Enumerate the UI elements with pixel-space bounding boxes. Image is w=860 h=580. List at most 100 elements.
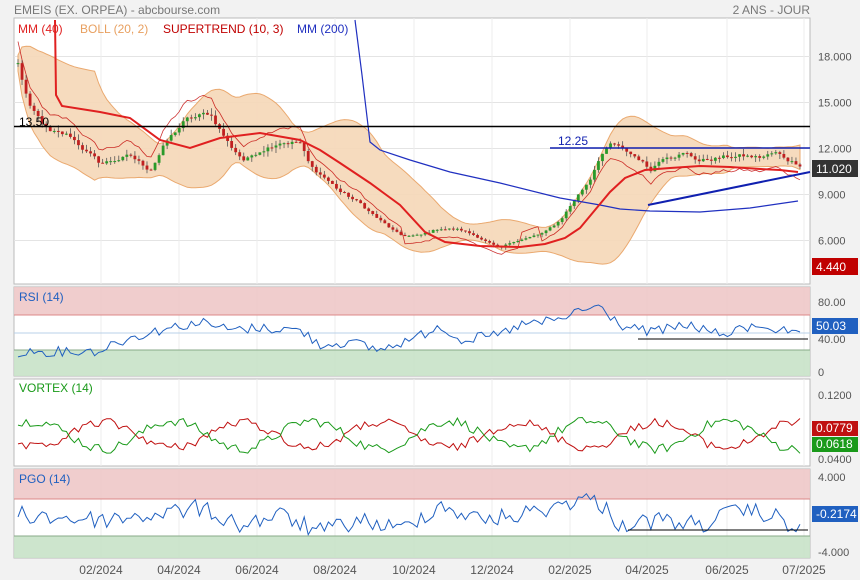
candle-body: [673, 157, 677, 159]
candle-body: [250, 155, 254, 158]
candle-body: [302, 142, 306, 152]
candle-body: [580, 189, 584, 195]
rsi-last-value: 50.03: [816, 319, 846, 333]
pgo-line: [17, 492, 801, 537]
candle-body: [222, 128, 225, 136]
candle-body: [125, 154, 129, 157]
candle-body: [359, 200, 363, 204]
main-y-tick-label: 12.000: [818, 143, 852, 155]
candle-body: [758, 156, 762, 158]
candle-body: [343, 192, 346, 194]
candle-body: [464, 230, 467, 232]
candle-body: [488, 241, 492, 243]
candle-body: [16, 63, 20, 65]
candle-body: [185, 117, 189, 122]
candle-body: [601, 153, 604, 162]
candle-body: [552, 225, 556, 228]
candle-body: [798, 164, 802, 167]
pgo-y-tick-label: 4.000: [818, 472, 846, 484]
candle-body: [85, 149, 88, 152]
candle-body: [89, 151, 92, 154]
ma40-line: [54, 19, 799, 249]
candle-body: [476, 234, 479, 238]
candle-body: [536, 234, 540, 236]
candle-body: [278, 143, 282, 146]
candle-body: [681, 152, 685, 155]
candle-body: [141, 160, 145, 166]
candle-body: [617, 144, 621, 146]
last-price-value: 11.020: [816, 162, 852, 176]
x-axis-label: 06/2025: [705, 563, 749, 577]
candle-body: [214, 115, 217, 125]
candle-body: [326, 177, 330, 181]
candle-body: [472, 233, 475, 235]
low-price-value: 4.440: [816, 260, 846, 274]
pgo-upper-zone: [14, 469, 810, 499]
candle-body: [689, 153, 693, 157]
candle-body: [665, 157, 669, 160]
candle-body: [762, 156, 766, 158]
candle-body: [742, 154, 745, 157]
pgo-last-value: -0.2174: [816, 507, 857, 521]
candle-body: [439, 229, 443, 231]
candle-body: [379, 217, 383, 221]
candle-body: [355, 199, 358, 201]
candle-body: [52, 130, 56, 132]
candle-body: [266, 147, 270, 152]
candle-body: [206, 112, 209, 115]
candle-body: [786, 157, 790, 162]
candle-body: [173, 132, 177, 136]
x-axis-label: 12/2024: [470, 563, 514, 577]
candle-body: [423, 232, 427, 235]
candle-body: [32, 105, 36, 111]
rsi-oversold-zone: [14, 350, 810, 376]
candle-body: [657, 161, 661, 166]
candle-body: [165, 140, 169, 146]
candle-body: [60, 131, 64, 135]
x-axis-label: 04/2024: [157, 563, 201, 577]
candle-body: [512, 242, 516, 244]
x-axis-label: 02/2025: [548, 563, 592, 577]
candle-body: [113, 161, 117, 163]
last-price-badge: [812, 160, 858, 177]
candle-body: [117, 160, 121, 162]
vortex-minus-line: [17, 417, 801, 452]
supertrend-line: [17, 41, 801, 255]
candle-body: [395, 229, 399, 232]
candle-body: [629, 151, 633, 155]
candle-body: [770, 153, 774, 155]
candle-body: [310, 161, 314, 167]
x-axis-label: 08/2024: [313, 563, 357, 577]
candle-body: [516, 240, 520, 243]
candle-body: [335, 183, 338, 189]
candle-body: [153, 162, 157, 170]
pgo-y-tick-label: -4.000: [818, 547, 849, 559]
vortex-plus-value: 0.0618: [816, 437, 853, 451]
x-axis-label: 10/2024: [392, 563, 436, 577]
pgo-last-badge: [812, 506, 858, 522]
vortex-label: VORTEX (14): [19, 381, 93, 395]
candle-body: [391, 227, 395, 230]
period-label: 2 ANS - JOUR: [732, 3, 810, 17]
candle-body: [544, 230, 548, 234]
x-axis-label: 02/2024: [79, 563, 123, 577]
candle-body: [20, 63, 24, 80]
candle-body: [468, 231, 471, 234]
candle-body: [568, 206, 572, 212]
candle-body: [149, 169, 153, 171]
candle-body: [371, 211, 375, 215]
candle-body: [24, 79, 28, 94]
candle-body: [685, 152, 689, 154]
candle-body: [621, 145, 625, 148]
candle-body: [270, 147, 274, 149]
candle-body: [705, 158, 709, 160]
candle-body: [637, 156, 641, 161]
candle-body: [314, 166, 318, 173]
rsi-y-tick-label: 40.00: [818, 334, 846, 346]
candle-body: [157, 155, 161, 163]
rsi-label: RSI (14): [19, 290, 64, 304]
candle-body: [351, 196, 354, 200]
candle-body: [258, 152, 262, 155]
candle-body: [56, 130, 60, 132]
